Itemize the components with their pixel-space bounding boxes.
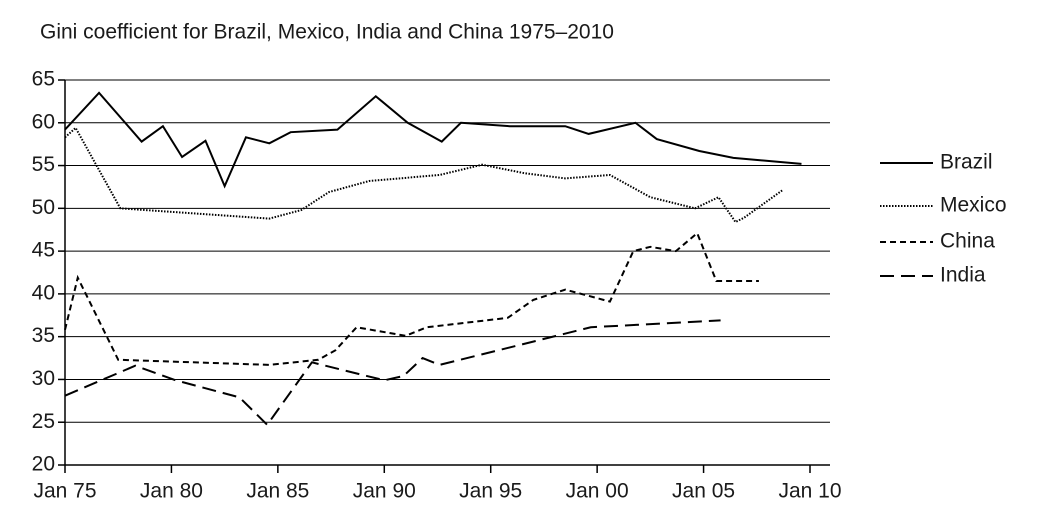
series-line (64, 231, 759, 366)
y-tick-label: 65 (32, 68, 55, 91)
chart-title: Gini coefficient for Brazil, Mexico, Ind… (40, 21, 614, 44)
series-line (64, 319, 721, 427)
x-tick-label: Jan 90 (353, 480, 416, 503)
y-tick-label: 20 (32, 453, 55, 476)
legend-label: Mexico (940, 194, 1007, 217)
y-tick-label: 60 (32, 110, 55, 133)
x-tick-label: Jan 75 (33, 480, 96, 503)
y-tick-label: 25 (32, 410, 55, 433)
y-tick-label: 50 (32, 196, 55, 219)
legend-label: India (940, 264, 986, 287)
x-tick-label: Jan 80 (140, 480, 203, 503)
y-tick-label: 30 (32, 367, 55, 390)
y-tick-label: 35 (32, 324, 55, 347)
x-tick-label: Jan 85 (246, 480, 309, 503)
legend-label: China (940, 230, 995, 253)
x-tick-label: Jan 10 (778, 480, 841, 503)
y-tick-label: 45 (32, 239, 55, 262)
series-line (64, 91, 802, 189)
legend-label: Brazil (940, 151, 993, 174)
series-line (64, 126, 783, 224)
x-tick-label: Jan 00 (566, 480, 629, 503)
y-tick-label: 55 (32, 153, 55, 176)
x-tick-label: Jan 95 (459, 480, 522, 503)
x-tick-label: Jan 05 (672, 480, 735, 503)
y-tick-label: 40 (32, 281, 55, 304)
